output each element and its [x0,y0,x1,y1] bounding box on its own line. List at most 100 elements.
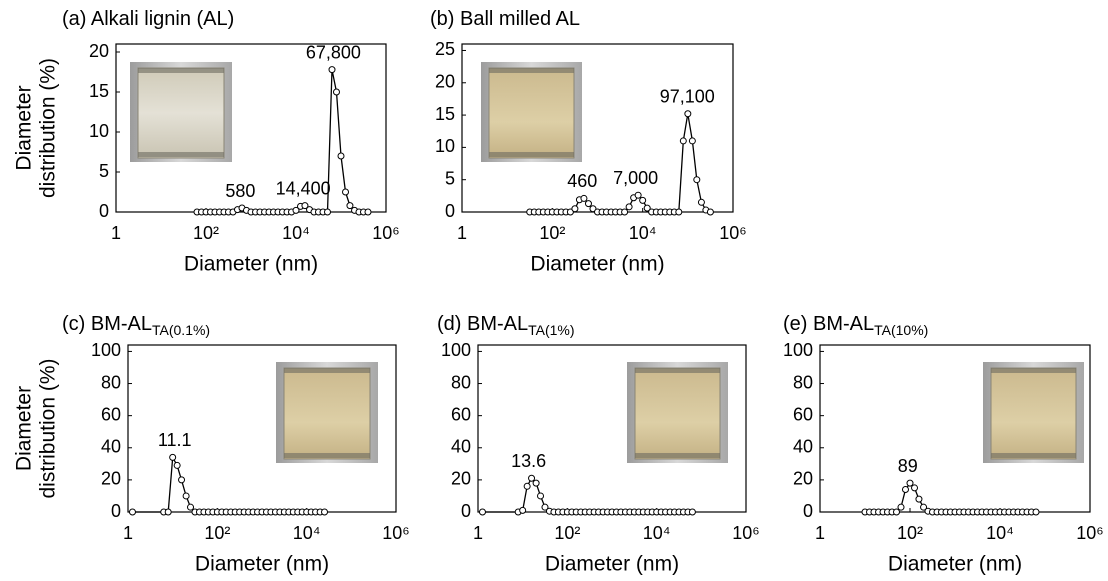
peak-label: 7,000 [613,168,658,188]
data-point [901,486,909,494]
data-line [482,477,693,513]
y-axis-label: Diameter [13,85,36,170]
panel-title: (a) Alkali lignin (AL) [62,8,234,30]
y-tick-label: 60 [101,404,121,424]
y-tick-label: 100 [91,340,121,360]
y-tick-label: 25 [435,39,455,59]
inset-vial [488,67,575,159]
x-tick-label: 1 [111,223,121,243]
x-axis-label: Diameter (nm) [888,553,1022,576]
y-tick-label: 0 [461,501,471,521]
inset-rim [138,68,224,73]
x-axis-label: Diameter (nm) [184,253,318,276]
x-tick-label: 10⁶ [382,523,409,543]
data-point [892,508,900,516]
panel-title: (e) BM-ALTA(10%) [783,313,928,337]
x-tick-label: 10⁴ [986,523,1014,543]
peak-label: 67,800 [306,42,361,62]
inset-rim [991,368,1076,373]
panel-title-text: (c) BM-AL [62,313,152,335]
inset-vial [634,367,721,460]
x-tick-label: 1 [473,523,483,543]
data-point [323,208,331,216]
x-tick-label: 10⁶ [719,223,746,243]
panel-title: (b) Ball milled AL [430,8,580,30]
data-point [364,208,372,216]
data-point [906,479,914,487]
data-point [675,208,683,216]
peak-label: 89 [898,456,918,476]
inset-vial [283,367,371,460]
data-point [346,202,354,210]
data-point [639,196,647,204]
y-tick-label: 100 [783,340,813,360]
data-point [584,200,592,208]
y-tick-label: 80 [793,372,813,392]
data-point [571,205,579,213]
x-tick-label: 1 [123,523,133,543]
x-tick-label: 1 [457,223,467,243]
peak-label: 14,400 [276,178,331,198]
data-point [915,495,923,503]
x-tick-label: 10⁴ [282,223,310,243]
y-tick-label: 5 [99,161,109,181]
y-tick-label: 15 [435,104,455,124]
panel-title-subscript: TA(10%) [874,322,928,338]
x-tick-label: 10² [554,523,580,543]
inset-vial [990,367,1077,460]
inset-rim [284,453,370,458]
y-tick-label: 80 [101,372,121,392]
y-tick-label: 20 [101,469,121,489]
y-tick-label: 0 [803,501,813,521]
peak-label: 13.6 [511,451,546,471]
y-tick-label: 20 [435,72,455,92]
x-tick-label: 10⁴ [643,523,671,543]
y-tick-label: 10 [89,121,109,141]
data-point [697,198,705,206]
inset-rim [635,368,720,373]
peak-label: 580 [225,181,255,201]
data-point [187,503,195,511]
inset-rim [489,68,574,73]
data-point [523,482,531,490]
inset-rim [284,368,370,373]
data-point [643,204,651,212]
x-tick-label: 10² [193,223,219,243]
inset-rim [991,453,1076,458]
y-tick-label: 100 [441,340,471,360]
y-tick-label: 20 [89,41,109,61]
x-tick-label: 10⁶ [372,223,399,243]
y-axis-label: distribution (%) [37,358,60,498]
x-tick-label: 10⁴ [629,223,657,243]
inset-vial [137,67,225,159]
data-point [519,506,527,514]
y-tick-label: 40 [101,437,121,457]
y-tick-label: 40 [793,437,813,457]
data-point [182,492,190,500]
data-point [321,508,329,516]
y-tick-label: 80 [451,372,471,392]
data-point [625,203,633,211]
data-point [301,202,309,210]
data-point [688,137,696,145]
data-line [865,482,1036,513]
x-axis-label: Diameter (nm) [195,553,329,576]
panel-title-subscript: TA(1%) [528,322,574,338]
panel-title: (c) BM-ALTA(0.1%) [62,313,210,337]
y-tick-label: 60 [793,404,813,424]
x-tick-label: 1 [815,523,825,543]
data-point [541,503,549,511]
data-point [178,476,186,484]
y-axis-label: Diameter [13,386,36,471]
y-tick-label: 60 [451,404,471,424]
x-tick-label: 10² [204,523,230,543]
data-point [897,503,905,511]
peak-label: 11.1 [158,430,192,450]
y-axis-label: distribution (%) [37,58,60,198]
data-point [911,484,919,492]
x-tick-label: 10² [897,523,923,543]
data-point [292,206,300,214]
data-point [580,194,588,202]
